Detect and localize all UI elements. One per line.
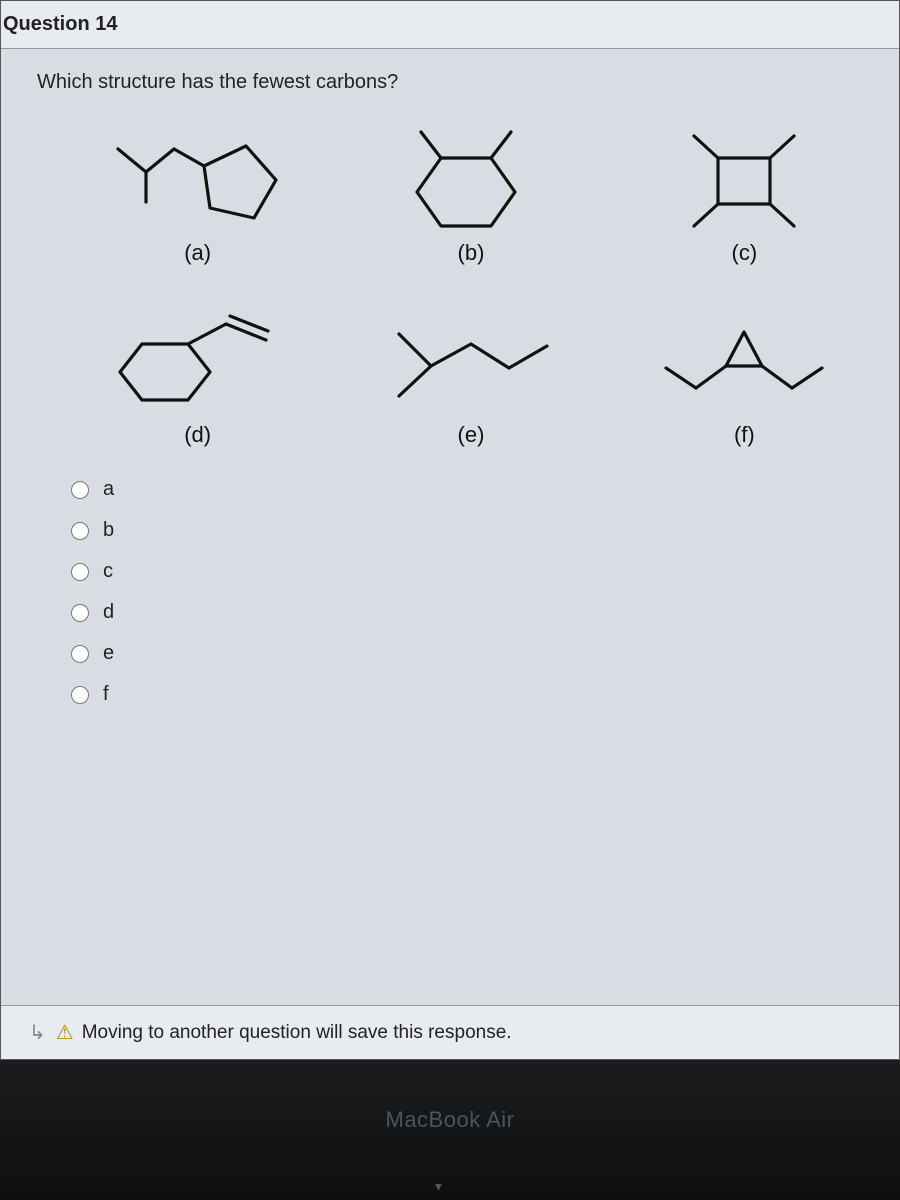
question-panel: Question 14 Which structure has the fewe…	[0, 0, 900, 1060]
structure-c: (c)	[608, 114, 881, 266]
question-number: Question 14	[3, 13, 117, 35]
question-prompt: Which structure has the fewest carbons?	[1, 49, 899, 104]
radio-f[interactable]	[71, 686, 89, 704]
question-header: Question 14	[1, 1, 899, 49]
option-a[interactable]: a	[71, 478, 899, 501]
structure-a: (a)	[61, 114, 334, 266]
structure-d: (d)	[61, 296, 334, 448]
structure-a-label: (a)	[184, 240, 211, 266]
option-f-label: f	[103, 683, 109, 706]
radio-e[interactable]	[71, 645, 89, 663]
footer-bar: ↳ ⚠ Moving to another question will save…	[1, 1005, 899, 1059]
molecule-a-icon	[108, 114, 288, 234]
structure-b-label: (b)	[458, 240, 485, 266]
structure-e-label: (e)	[458, 422, 485, 448]
device-bezel: MacBook Air ▾	[0, 1060, 900, 1200]
radio-d[interactable]	[71, 604, 89, 622]
option-e[interactable]: e	[71, 642, 899, 665]
arrow-icon: ↳	[29, 1020, 46, 1045]
option-b-label: b	[103, 519, 114, 542]
molecule-f-icon	[654, 296, 834, 416]
footer-message: Moving to another question will save thi…	[82, 1022, 512, 1044]
molecule-b-icon	[381, 114, 561, 234]
molecule-e-icon	[381, 296, 561, 416]
structure-e: (e)	[334, 296, 607, 448]
structure-c-label: (c)	[732, 240, 758, 266]
molecule-d-icon	[108, 296, 288, 416]
warning-icon: ⚠	[56, 1020, 74, 1045]
device-brand: MacBook Air	[386, 1107, 515, 1133]
option-d-label: d	[103, 601, 114, 624]
radio-c[interactable]	[71, 563, 89, 581]
option-c[interactable]: c	[71, 560, 899, 583]
structure-b: (b)	[334, 114, 607, 266]
question-prompt-text: Which structure has the fewest carbons?	[37, 71, 398, 93]
molecule-c-icon	[654, 114, 834, 234]
structure-d-label: (d)	[184, 422, 211, 448]
structures-grid: (a) (b)	[61, 114, 881, 448]
option-c-label: c	[103, 560, 113, 583]
structure-f-label: (f)	[734, 422, 755, 448]
answer-options: a b c d e f	[71, 478, 899, 706]
option-d[interactable]: d	[71, 601, 899, 624]
option-a-label: a	[103, 478, 114, 501]
structure-f: (f)	[608, 296, 881, 448]
option-f[interactable]: f	[71, 683, 899, 706]
radio-a[interactable]	[71, 481, 89, 499]
option-b[interactable]: b	[71, 519, 899, 542]
radio-b[interactable]	[71, 522, 89, 540]
camera-notch-icon: ▾	[435, 1178, 465, 1190]
option-e-label: e	[103, 642, 114, 665]
